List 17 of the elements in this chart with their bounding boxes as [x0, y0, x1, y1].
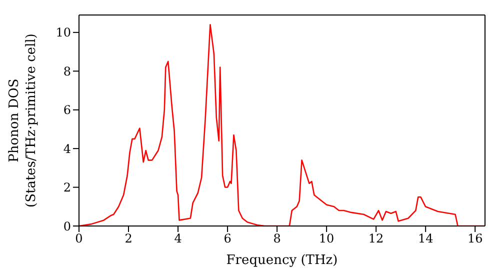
x-tick-label: 16 — [467, 232, 483, 246]
x-tick-label: 12 — [368, 232, 384, 246]
x-tick-label: 6 — [224, 232, 232, 246]
y-tick-label: 0 — [63, 219, 71, 234]
x-tick-label: 4 — [174, 232, 182, 246]
y-tick-label: 8 — [63, 64, 71, 78]
y-tick-label: 2 — [63, 180, 71, 195]
x-tick-label: 8 — [273, 232, 281, 246]
x-tick-label: 0 — [75, 232, 83, 246]
y-tick-label: 4 — [63, 142, 72, 156]
y-tick-label: 10 — [56, 26, 71, 40]
x-tick-label: 2 — [124, 232, 132, 246]
y-axis-title: Phonon DOS (States/THz·primitive cell) — [7, 33, 39, 208]
x-axis-title: Frequency (THz) — [226, 253, 338, 268]
y-tick-label: 6 — [63, 103, 71, 118]
x-tick-label: 10 — [318, 232, 334, 246]
x-tick-label: 14 — [418, 232, 434, 246]
